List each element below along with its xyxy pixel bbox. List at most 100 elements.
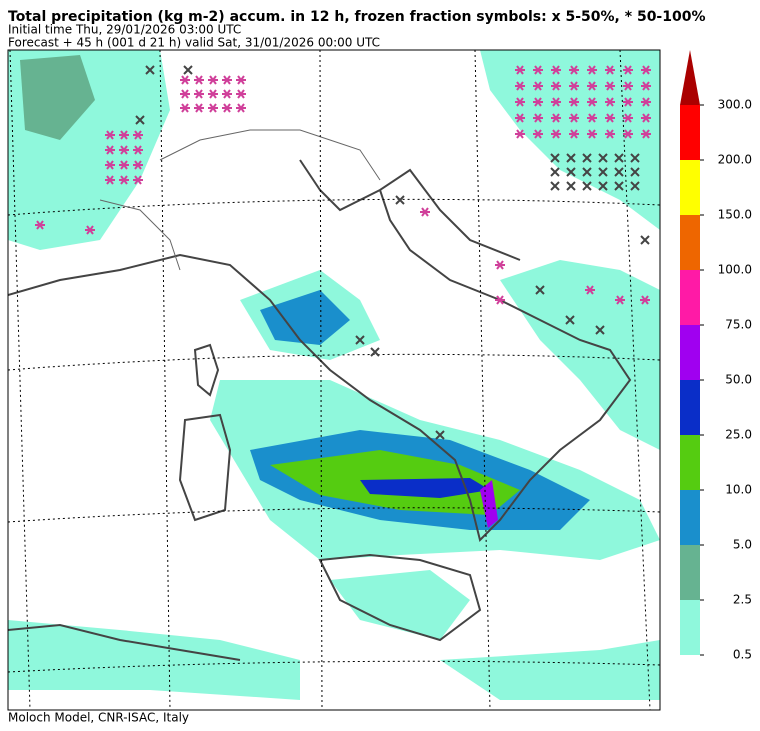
star-symbol bbox=[236, 103, 246, 113]
colorbar-band bbox=[680, 105, 700, 160]
star-symbol bbox=[119, 130, 129, 140]
star-symbol bbox=[605, 113, 615, 123]
star-symbol bbox=[605, 65, 615, 75]
frozen-symbols bbox=[35, 65, 651, 440]
star-symbol bbox=[133, 145, 143, 155]
star-symbol bbox=[569, 129, 579, 139]
colorbar-label: 0.5 bbox=[733, 648, 752, 662]
x-symbol bbox=[614, 153, 624, 163]
x-symbol bbox=[535, 285, 545, 295]
x-symbol bbox=[566, 167, 576, 177]
coastline bbox=[8, 159, 632, 661]
star-symbol bbox=[641, 65, 651, 75]
star-symbol bbox=[533, 97, 543, 107]
x-symbol bbox=[145, 65, 155, 75]
colorbar-label: 100.0 bbox=[718, 263, 752, 277]
star-symbol bbox=[515, 113, 525, 123]
star-symbol bbox=[105, 160, 115, 170]
colorbar-label: 2.5 bbox=[733, 593, 752, 607]
star-symbol bbox=[119, 160, 129, 170]
x-symbol bbox=[550, 153, 560, 163]
title: Total precipitation (kg m-2) accum. in 1… bbox=[8, 9, 706, 25]
x-symbol bbox=[598, 181, 608, 191]
star-symbol bbox=[587, 129, 597, 139]
star-symbol bbox=[133, 130, 143, 140]
star-symbol bbox=[194, 75, 204, 85]
star-symbol bbox=[515, 129, 525, 139]
star-symbol bbox=[85, 225, 95, 235]
colorbar-band bbox=[680, 160, 700, 215]
star-symbol bbox=[551, 113, 561, 123]
star-symbol bbox=[180, 89, 190, 99]
star-symbol bbox=[105, 130, 115, 140]
x-symbol bbox=[566, 181, 576, 191]
x-symbol bbox=[183, 65, 193, 75]
colorbar-label: 50.0 bbox=[725, 373, 752, 387]
x-symbol bbox=[566, 153, 576, 163]
x-symbol bbox=[630, 153, 640, 163]
x-symbol bbox=[550, 181, 560, 191]
star-symbol bbox=[641, 129, 651, 139]
star-symbol bbox=[587, 81, 597, 91]
x-symbol bbox=[355, 335, 365, 345]
star-symbol bbox=[587, 97, 597, 107]
x-symbol bbox=[595, 325, 605, 335]
star-symbol bbox=[515, 65, 525, 75]
star-symbol bbox=[569, 113, 579, 123]
x-symbol bbox=[598, 153, 608, 163]
star-symbol bbox=[133, 175, 143, 185]
colorbar-band bbox=[680, 600, 700, 655]
star-symbol bbox=[623, 129, 633, 139]
star-symbol bbox=[605, 97, 615, 107]
x-symbol bbox=[582, 153, 592, 163]
star-symbol bbox=[515, 97, 525, 107]
colorbar-band bbox=[680, 270, 700, 325]
colorbar-label: 150.0 bbox=[718, 208, 752, 222]
forecast-time: Forecast + 45 h (001 d 21 h) valid Sat, … bbox=[8, 36, 380, 50]
star-symbol bbox=[623, 65, 633, 75]
colorbar-band bbox=[680, 435, 700, 490]
star-symbol bbox=[208, 75, 218, 85]
colorbar-band bbox=[680, 215, 700, 270]
x-symbol bbox=[550, 167, 560, 177]
star-symbol bbox=[615, 295, 625, 305]
star-symbol bbox=[495, 260, 505, 270]
map-frame bbox=[7, 49, 661, 711]
x-symbol bbox=[370, 347, 380, 357]
star-symbol bbox=[641, 81, 651, 91]
star-symbol bbox=[236, 89, 246, 99]
star-symbol bbox=[222, 75, 232, 85]
colorbar-band bbox=[680, 325, 700, 380]
star-symbol bbox=[420, 207, 430, 217]
star-symbol bbox=[585, 285, 595, 295]
colorbar-band bbox=[680, 380, 700, 435]
x-symbol bbox=[395, 195, 405, 205]
star-symbol bbox=[640, 295, 650, 305]
star-symbol bbox=[569, 65, 579, 75]
star-symbol bbox=[533, 129, 543, 139]
star-symbol bbox=[133, 160, 143, 170]
star-symbol bbox=[569, 97, 579, 107]
star-symbol bbox=[641, 97, 651, 107]
x-symbol bbox=[630, 167, 640, 177]
star-symbol bbox=[194, 89, 204, 99]
graticule bbox=[8, 50, 660, 710]
colorbar-label: 300.0 bbox=[718, 98, 752, 112]
colorbar-extend bbox=[680, 50, 700, 105]
star-symbol bbox=[551, 65, 561, 75]
star-symbol bbox=[208, 103, 218, 113]
star-symbol bbox=[623, 113, 633, 123]
colorbar-label: 200.0 bbox=[718, 153, 752, 167]
x-symbol bbox=[135, 115, 145, 125]
star-symbol bbox=[222, 103, 232, 113]
star-symbol bbox=[587, 113, 597, 123]
x-symbol bbox=[598, 167, 608, 177]
colorbar-label: 10.0 bbox=[725, 483, 752, 497]
star-symbol bbox=[533, 113, 543, 123]
colorbar-band bbox=[680, 490, 700, 545]
x-symbol bbox=[435, 430, 445, 440]
star-symbol bbox=[587, 65, 597, 75]
colorbar-label: 25.0 bbox=[725, 428, 752, 442]
initial-time: Initial time Thu, 29/01/2026 03:00 UTC bbox=[8, 23, 241, 37]
